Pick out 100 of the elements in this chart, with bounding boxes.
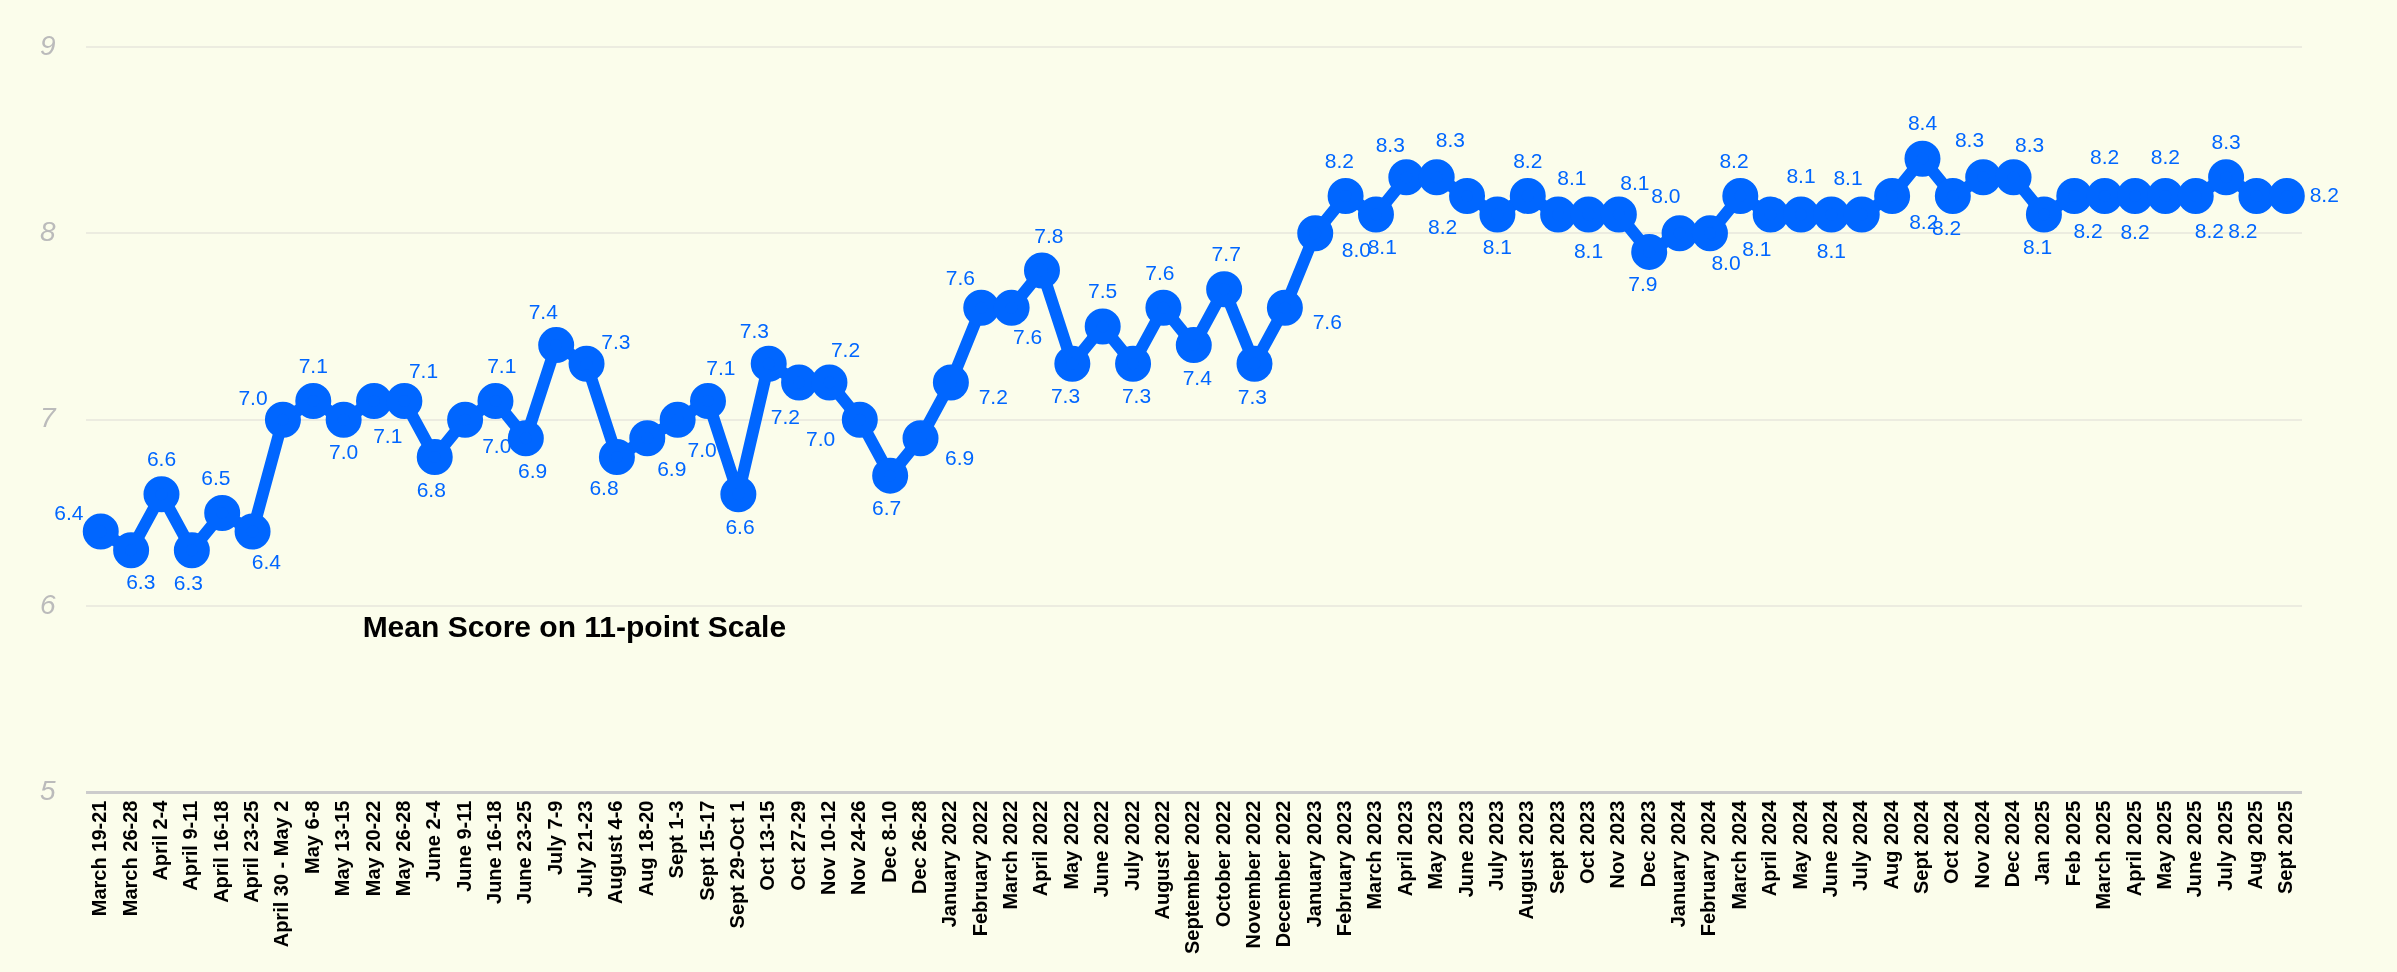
text: 8.2 <box>1719 149 1749 173</box>
x-tick-label: April 16-18 <box>209 800 232 903</box>
text: 7.5 <box>1088 279 1118 303</box>
x-tick-label: August 2022 <box>1150 800 1173 920</box>
x-tick-label: Nov 10-12 <box>816 800 839 896</box>
x-tick-label: June 9-11 <box>452 800 475 892</box>
x-tick-label: May 13-15 <box>331 800 354 897</box>
x-tick-label: Aug 18-20 <box>634 800 657 897</box>
text: 8.1 <box>1620 170 1650 194</box>
text: 8.1 <box>1573 238 1604 262</box>
text: 8.2 <box>1427 214 1458 238</box>
y-tick-label: 8 <box>39 216 56 248</box>
text: 8.1 <box>1816 238 1846 262</box>
x-tick-label: Oct 27-29 <box>786 800 809 891</box>
text: 7.0 <box>806 426 836 450</box>
text: 6.4 <box>54 500 84 524</box>
text: 7.8 <box>1034 223 1064 247</box>
text: 7.3 <box>1237 384 1268 408</box>
annotation: Mean Score on 11-point Scale <box>362 609 787 643</box>
x-tick-label: June 2-4 <box>422 799 445 882</box>
text: 8.2 <box>2120 220 2150 244</box>
x-tick-label: August 2023 <box>1515 800 1538 920</box>
x-tick-label: May 2023 <box>1424 800 1447 890</box>
text: 6.9 <box>945 445 975 469</box>
x-tick-label: April 2024 <box>1758 799 1781 897</box>
text: 6.4 <box>251 549 281 573</box>
x-tick-label: Aug 2025 <box>2243 800 2266 890</box>
text: 7.7 <box>1211 242 1241 266</box>
text: 8.3 <box>2015 133 2045 157</box>
x-tick-label: May 2024 <box>1788 799 1811 890</box>
x-tick-label: Sept 15-17 <box>695 800 718 901</box>
x-tick-label: Dec 2023 <box>1636 800 1659 888</box>
x-tick-label: March 2024 <box>1727 799 1750 910</box>
text: 7.1 <box>706 355 736 379</box>
text: 8.2 <box>2150 145 2180 169</box>
x-tick-label: May 26-28 <box>391 800 414 897</box>
text: 6.3 <box>173 570 203 594</box>
text: 6.7 <box>872 496 902 520</box>
text: 7.6 <box>1013 325 1043 349</box>
text: 6.9 <box>657 457 687 480</box>
text: 8.1 <box>2023 234 2053 258</box>
text: 8.3 <box>1435 128 1466 152</box>
x-tick-label: April 2025 <box>2122 800 2145 897</box>
x-tick-label: July 2023 <box>1484 800 1507 891</box>
y-tick-label: 5 <box>39 775 56 807</box>
text: 8.3 <box>1375 133 1405 157</box>
text: 7.3 <box>739 319 769 343</box>
x-tick-label: June 2022 <box>1090 800 1113 898</box>
y-tick-label: 6 <box>39 588 56 620</box>
text: 8.4 <box>1907 111 1938 135</box>
x-tick-label: March 2023 <box>1363 800 1386 910</box>
text: 8.1 <box>1742 237 1772 261</box>
text: 6.3 <box>126 569 156 593</box>
x-tick-label: April 30 - May 2 <box>270 800 293 948</box>
x-tick-label: Nov 2023 <box>1606 800 1629 889</box>
x-tick-label: April 9-11 <box>179 800 202 891</box>
text: 7.3 <box>1121 384 1152 408</box>
x-tick-label: July 21-23 <box>574 800 597 898</box>
x-tick-label: July 7-9 <box>543 800 566 876</box>
x-tick-label: June 16-18 <box>482 800 505 904</box>
text: 8.3 <box>2211 130 2241 154</box>
text: 7.1 <box>373 423 403 447</box>
text: 8.1 <box>1786 164 1816 187</box>
text: 7.2 <box>770 404 800 428</box>
x-tick-label: January 2024 <box>1667 799 1690 928</box>
text: 6.8 <box>589 475 619 499</box>
x-tick-label: March 2022 <box>999 800 1022 910</box>
x-tick-label: Sept 2024 <box>1909 799 1932 894</box>
text: 7.2 <box>978 384 1008 408</box>
text: 7.3 <box>1050 383 1081 407</box>
x-tick-label: Oct 2023 <box>1576 800 1599 884</box>
text: 7.4 <box>528 300 558 323</box>
text: 8.2 <box>2309 182 2339 206</box>
x-tick-label: May 6-8 <box>300 800 323 874</box>
x-tick-label: Sept 2025 <box>2274 800 2297 894</box>
x-tick-label: Dec 8-10 <box>877 800 900 883</box>
text: 7.4 <box>1182 365 1212 389</box>
x-tick-label: March 19-21 <box>88 800 111 917</box>
x-tick-label: June 2025 <box>2183 800 2206 898</box>
text: 8.2 <box>2194 218 2225 242</box>
text: 7.0 <box>329 440 359 464</box>
text: 8.1 <box>1557 165 1587 189</box>
x-tick-label: Oct 13-15 <box>756 800 779 891</box>
x-tick-label: Oct 2024 <box>1940 799 1963 884</box>
text: 7.1 <box>487 354 517 378</box>
x-tick-label: June 23-25 <box>513 800 536 904</box>
x-tick-label: Nov 24-26 <box>847 800 870 896</box>
x-tick-label: January 2023 <box>1302 800 1325 928</box>
x-tick-label: Dec 26-28 <box>908 800 931 894</box>
x-tick-label: Sept 29-Oct 1 <box>725 800 748 929</box>
text: 6.6 <box>725 515 755 539</box>
text: 6.9 <box>518 458 548 482</box>
x-tick-label: September 2022 <box>1181 800 1204 954</box>
x-tick-label: April 2-4 <box>148 799 171 881</box>
text: 6.8 <box>416 477 446 501</box>
x-tick-label: May 20-22 <box>361 800 384 897</box>
text: 8.2 <box>1513 148 1543 172</box>
x-tick-label: Jan 2025 <box>2031 800 2054 886</box>
x-tick-label: August 4-6 <box>604 800 627 904</box>
x-tick-label: March 26-28 <box>118 800 141 917</box>
